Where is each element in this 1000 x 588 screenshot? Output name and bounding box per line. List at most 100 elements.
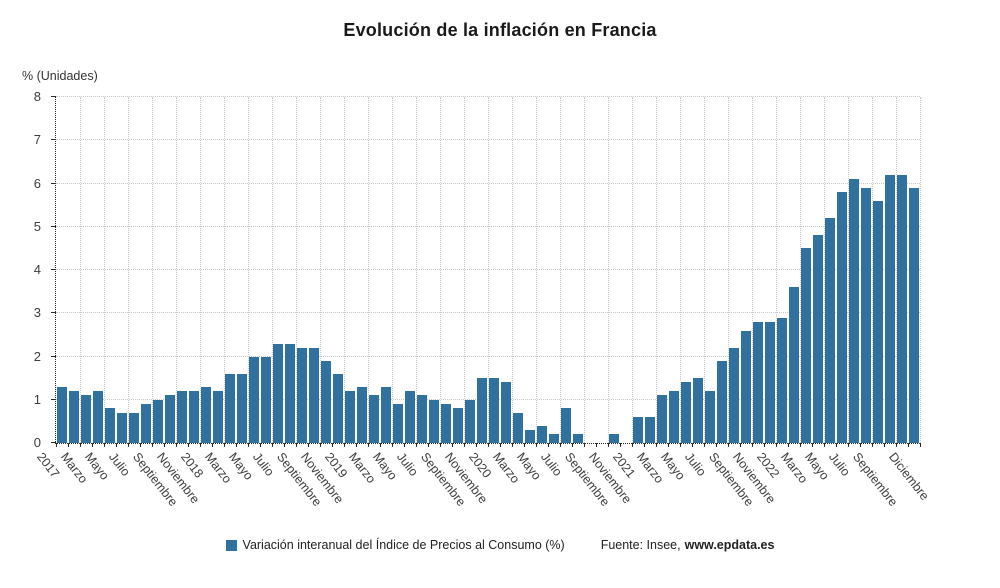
bar-2019-12 <box>476 378 488 443</box>
bar-2021-06 <box>692 378 704 443</box>
gridline-x-8 <box>152 97 153 443</box>
y-axis-unit-label: % (Unidades) <box>22 69 98 83</box>
bar-2020-06 <box>548 434 560 443</box>
bar-2019-08 <box>428 399 440 443</box>
x-tick-mark <box>860 443 861 447</box>
x-tick-mark <box>164 443 165 447</box>
x-tick-mark <box>920 443 921 447</box>
y-tick-mark <box>51 355 56 357</box>
bar-2019-10 <box>452 408 464 443</box>
bar-2018-07 <box>272 343 284 443</box>
bar-2017-04 <box>92 391 104 443</box>
gridline-x-30 <box>416 97 417 443</box>
y-tick-label-8: 8 <box>33 89 41 104</box>
gridline-x-38 <box>512 97 513 443</box>
gridline-x-16 <box>248 97 249 443</box>
gridline-x-10 <box>176 97 177 443</box>
bar-2022-11 <box>896 174 908 443</box>
x-tick-mark <box>848 443 849 447</box>
source-attribution: Fuente: Insee, www.epdata.es <box>601 538 775 552</box>
bar-2020-07 <box>560 408 572 443</box>
bar-2017-08 <box>140 404 152 443</box>
x-tick-mark <box>692 443 693 447</box>
bar-2021-02 <box>644 417 656 443</box>
bar-2021-03 <box>656 395 668 443</box>
bar-2022-02 <box>788 287 800 443</box>
gridline-x-24 <box>344 97 345 443</box>
bar-2018-11 <box>320 360 332 443</box>
x-tick-label-0: 2017 <box>33 450 63 481</box>
gridline-x-20 <box>296 97 297 443</box>
gridline-x-18 <box>272 97 273 443</box>
bar-2020-03 <box>512 412 524 443</box>
x-tick-mark <box>140 443 141 447</box>
gridline-x-68 <box>872 97 873 443</box>
bar-2019-07 <box>416 395 428 443</box>
x-tick-mark <box>740 443 741 447</box>
plot-area <box>51 96 921 447</box>
bar-2022-04 <box>812 235 824 443</box>
legend-series-item[interactable]: Variación interanual del Índice de Preci… <box>225 538 565 552</box>
y-tick-mark <box>51 442 56 443</box>
y-tick-label-7: 7 <box>33 132 41 148</box>
bar-2017-09 <box>152 399 164 443</box>
bar-2018-05 <box>248 356 260 443</box>
x-tick-mark <box>68 443 69 447</box>
bar-2017-03 <box>80 395 92 443</box>
bar-2022-03 <box>800 248 812 443</box>
bar-2020-05 <box>536 425 548 443</box>
x-tick-mark <box>392 443 393 447</box>
x-tick-mark <box>296 443 297 447</box>
bar-2021-11 <box>752 321 764 443</box>
bar-2017-02 <box>68 391 80 443</box>
source-label: Fuente: Insee, <box>600 538 681 552</box>
bar-2021-08 <box>716 360 728 443</box>
gridline-x-2 <box>80 97 81 443</box>
bar-2017-06 <box>116 412 128 443</box>
x-tick-mark <box>788 443 789 447</box>
bar-2021-10 <box>740 330 752 443</box>
x-tick-mark <box>800 443 801 447</box>
y-tick-mark <box>51 182 56 184</box>
x-tick-mark <box>644 443 645 447</box>
x-tick-mark <box>116 443 117 447</box>
bar-2021-05 <box>680 382 692 443</box>
y-tick-label-5: 5 <box>33 218 41 234</box>
x-tick-mark <box>680 443 681 447</box>
x-tick-mark <box>704 443 705 447</box>
legend-series-swatch-icon <box>225 539 237 551</box>
y-tick-mark <box>51 225 56 227</box>
x-tick-mark <box>368 443 369 447</box>
x-tick-mark <box>524 443 525 447</box>
y-tick-mark <box>51 139 56 141</box>
x-tick-mark <box>92 443 93 447</box>
source-link[interactable]: www.epdata.es <box>684 538 775 552</box>
gridline-x-14 <box>224 97 225 443</box>
bar-2020-04 <box>524 430 536 443</box>
gridline-x-46 <box>608 97 609 443</box>
bar-2018-04 <box>236 373 248 443</box>
x-tick-mark <box>452 443 453 447</box>
bar-2019-11 <box>464 399 476 443</box>
x-tick-mark <box>56 443 57 447</box>
bar-2017-05 <box>104 408 116 443</box>
bar-2022-09 <box>872 200 884 443</box>
x-tick-mark <box>836 443 837 447</box>
x-tick-mark <box>596 443 597 447</box>
x-tick-mark <box>584 443 585 447</box>
x-tick-mark <box>812 443 813 447</box>
bar-2018-03 <box>224 373 236 443</box>
x-tick-mark <box>380 443 381 447</box>
bar-2022-08 <box>860 187 872 443</box>
gridline-x-36 <box>488 97 489 443</box>
x-tick-mark <box>512 443 513 447</box>
x-tick-mark <box>476 443 477 447</box>
bar-2022-06 <box>836 192 848 443</box>
x-tick-mark <box>536 443 537 447</box>
bar-2017-07 <box>128 412 140 443</box>
gridline-x-52 <box>680 97 681 443</box>
y-tick-label-4: 4 <box>33 262 41 277</box>
gridline-x-50 <box>656 97 657 443</box>
gridline-x-40 <box>536 97 537 443</box>
gridline-x-66 <box>848 97 849 443</box>
